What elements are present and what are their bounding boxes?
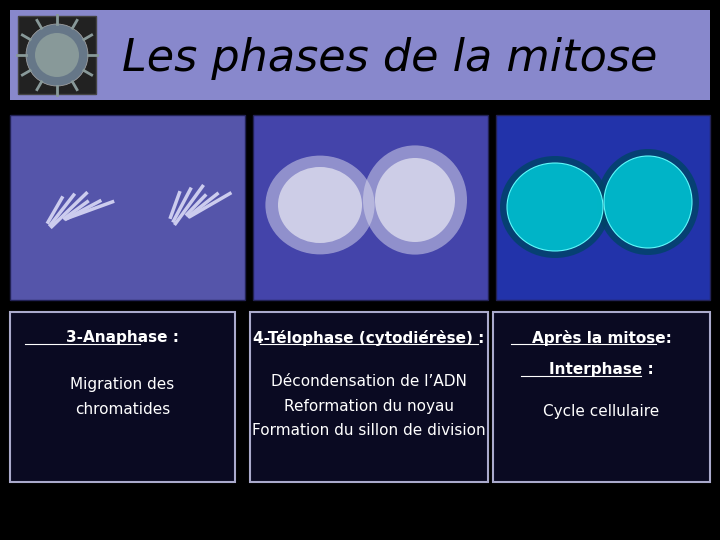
Text: Après la mitose:: Après la mitose: (531, 330, 672, 346)
Ellipse shape (375, 158, 455, 242)
Ellipse shape (500, 156, 610, 258)
Text: 3-Anaphase :: 3-Anaphase : (66, 330, 179, 345)
Ellipse shape (266, 156, 374, 254)
Text: Les phases de la mitose: Les phases de la mitose (122, 37, 657, 79)
Bar (10, 10, 710, 100)
Text: Interphase :: Interphase : (549, 362, 654, 377)
Text: Migration des
chromatides: Migration des chromatides (71, 377, 175, 416)
Ellipse shape (26, 24, 88, 86)
Bar (10, 115, 245, 300)
Bar (250, 312, 488, 482)
Bar (493, 312, 710, 482)
Ellipse shape (35, 33, 79, 77)
Bar (18, 16, 96, 94)
Ellipse shape (604, 156, 692, 248)
Text: Décondensation de l’ADN
Reformation du noyau
Formation du sillon de division: Décondensation de l’ADN Reformation du n… (252, 374, 486, 438)
Ellipse shape (363, 145, 467, 254)
Text: Cycle cellulaire: Cycle cellulaire (544, 404, 660, 419)
Ellipse shape (278, 167, 362, 243)
Text: 4-Télophase (cytodiérèse) :: 4-Télophase (cytodiérèse) : (253, 330, 485, 346)
Bar (10, 312, 235, 482)
Ellipse shape (507, 163, 603, 251)
Ellipse shape (597, 149, 699, 255)
Bar (253, 115, 488, 300)
Bar (496, 115, 710, 300)
